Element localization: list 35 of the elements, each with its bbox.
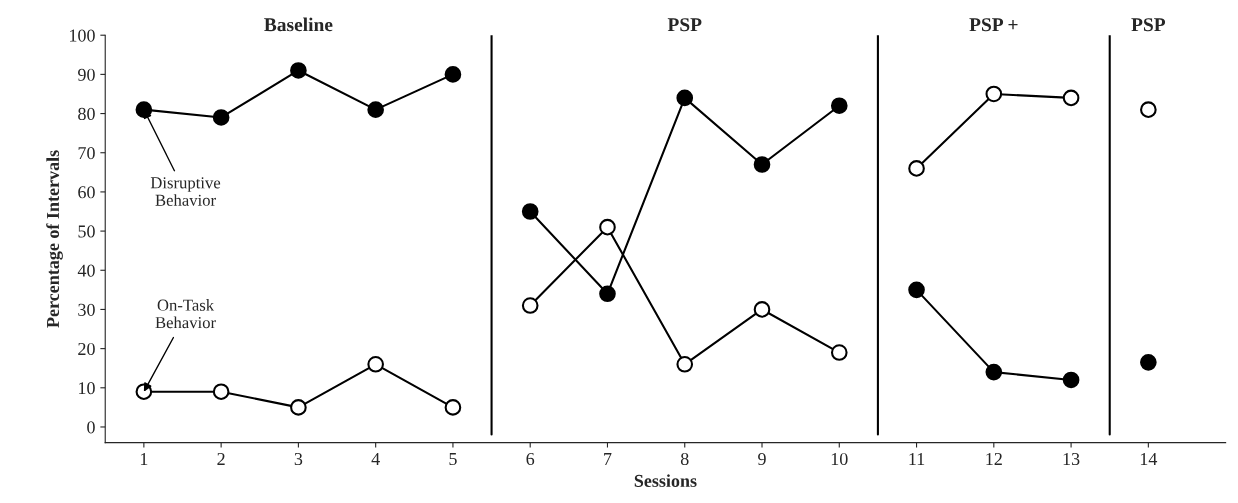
point — [1140, 354, 1157, 371]
x-tick-label: 4 — [371, 453, 380, 465]
x-tick-label: 1 — [140, 452, 148, 465]
annotation: On-Task Behavior — [155, 299, 216, 329]
y-tick-label: 70 — [78, 147, 95, 160]
x-tick-label: 7 — [604, 453, 612, 465]
point — [1140, 101, 1157, 118]
x-tick-label: 5 — [449, 453, 457, 466]
x-tick-label: 6 — [526, 452, 535, 466]
x-tick-label: 9 — [758, 452, 766, 466]
y-tick-label: 100 — [70, 29, 95, 42]
text: PSP + — [969, 18, 1018, 32]
x-tick-label: 12 — [986, 452, 1002, 465]
text: Baseline — [264, 17, 333, 32]
x-tick-label: 11 — [909, 452, 925, 465]
text: PSP — [667, 18, 702, 32]
y-tick-label: 60 — [78, 186, 95, 199]
text: PSP — [1131, 18, 1166, 32]
x-tick-label: 2 — [217, 452, 225, 465]
y-tick-label: 80 — [78, 107, 95, 120]
y-tick-label: 10 — [79, 382, 95, 395]
y-tick-label: 0 — [87, 421, 95, 434]
x-tick-label: 13 — [1063, 452, 1080, 466]
x-tick-label: 14 — [1140, 452, 1158, 465]
y-tick-label: 40 — [77, 264, 95, 277]
x-tick-label: 8 — [680, 452, 689, 466]
annotation: Disruptive Behavior — [150, 177, 221, 206]
x-axis-title: Sessions — [634, 474, 697, 487]
x-tick-label: 10 — [831, 452, 848, 466]
y-tick-label: 90 — [78, 68, 95, 81]
y-tick-label: 30 — [78, 303, 95, 316]
y-tick-label: 20 — [78, 342, 95, 356]
x-tick-label: 3 — [294, 452, 303, 466]
y-tick-label: 50 — [78, 225, 95, 238]
y-axis-title: Percentage of Intervals — [46, 150, 63, 328]
